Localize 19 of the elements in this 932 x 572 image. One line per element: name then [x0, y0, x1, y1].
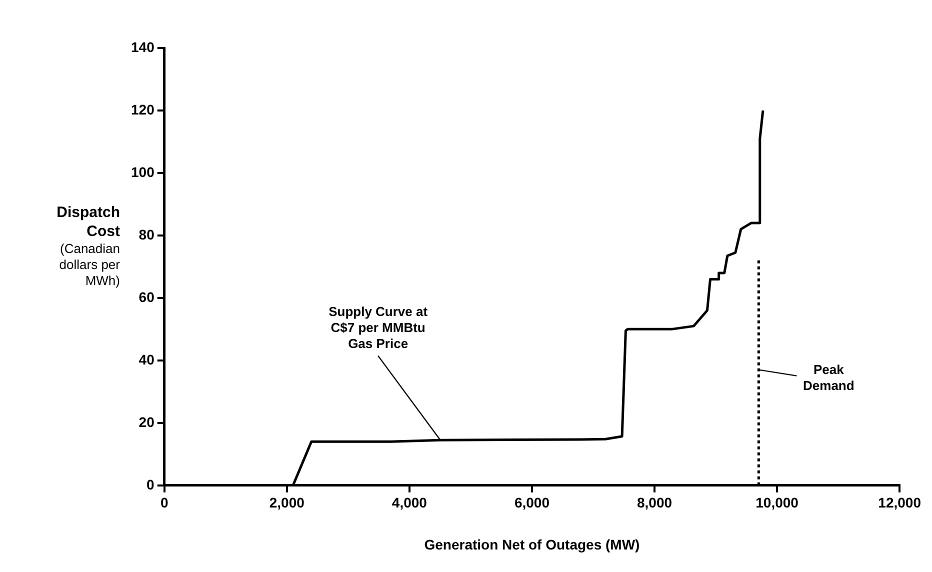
x-tick-label: 4,000 [392, 494, 428, 511]
x-tick-label: 10,000 [756, 494, 799, 511]
annotation: Supply Curve at C$7 per MMBtu Gas Price [328, 304, 428, 351]
x-tick-label: 0 [160, 494, 168, 511]
y-axis-title: Dispatch Cost (Canadian dollars per MWh) [56, 203, 120, 289]
x-tick-label: 12,000 [878, 494, 922, 511]
x-tick-label: 2,000 [269, 494, 305, 511]
annotation: Peak Demand [803, 362, 854, 393]
x-tick-label: 8,000 [636, 494, 672, 511]
x-tick-label: 6,000 [514, 494, 550, 511]
y-tick-label: 40 [138, 351, 155, 368]
y-tick-label: 140 [131, 38, 155, 55]
y-tick-label: 0 [146, 476, 155, 492]
y-tick-label: 60 [138, 288, 155, 305]
y-tick-label: 20 [138, 414, 155, 430]
y-tick-label: 100 [131, 164, 155, 180]
x-axis-title: Generation Net of Outages (MW) [424, 536, 640, 552]
y-tick-label: 120 [131, 101, 155, 118]
y-tick-label: 80 [138, 226, 155, 242]
